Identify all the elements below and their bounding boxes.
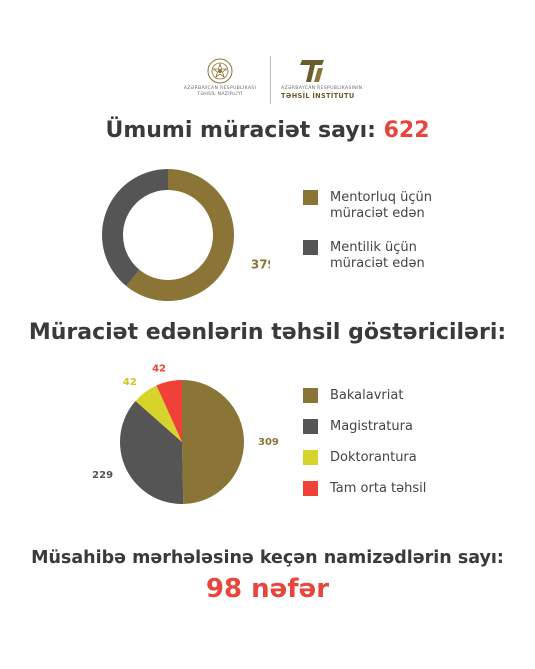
pie-legend-item-doktorantura: Doktorantura: [303, 450, 417, 466]
donut-legend-swatch: [303, 190, 318, 205]
pie-legend-label: Tam orta təhsil: [330, 481, 427, 496]
header: AZƏRBAYCAN RESPUBLİKASI TƏHSİL NAZİRLİYİ…: [0, 52, 535, 110]
ministry-logo: AZƏRBAYCAN RESPUBLİKASI TƏHSİL NAZİRLİYİ: [170, 52, 270, 108]
pie-legend: Bakalavriat Magistratura Doktorantura Tam o…: [303, 388, 523, 508]
donut-legend-swatch: [303, 240, 318, 255]
donut-label-mentorluq-ucun-muraci-t-ed-n: 379: [251, 258, 270, 272]
pie-slice-bakalavriat: [182, 380, 245, 504]
azerbaijan-emblem-icon: [207, 58, 233, 84]
donut-slice-mentilik-ucun-muraci-t-ed-n: [102, 169, 168, 287]
pie-legend-item-bakalavriat: Bakalavriat: [303, 388, 403, 404]
donut-chart: 379243: [102, 169, 270, 301]
education-indicators-title: Müraciət edənlərin təhsil göstəriciləri:: [28, 320, 507, 345]
pie-slice-tam-orta-t-hsil: [156, 380, 182, 442]
donut-legend-item-mentilik-ucun-muraci-t-ed-n: Mentilik üçün müraciət edən: [303, 240, 443, 272]
ministry-name-line1: AZƏRBAYCAN RESPUBLİKASI: [183, 86, 257, 91]
pie-slice-magistratura: [120, 401, 184, 504]
ministry-name-line2: TƏHSİL NAZİRLİYİ: [197, 91, 243, 97]
institute-logo: AZƏRBAYCAN RESPUBLİKASININ TƏHSİL İNSTİT…: [281, 52, 381, 108]
interview-stage-text: Müsahibə mərhələsinə keçən namizədlərin …: [31, 548, 504, 568]
pie-legend-label: Doktorantura: [330, 450, 417, 465]
total-applications-number: 622: [383, 118, 430, 143]
pie-slice-doktorantura: [135, 385, 182, 442]
pie-legend-swatch: [303, 419, 318, 434]
total-applications-label: Ümumi müraciət sayı:: [105, 118, 384, 143]
total-applications-title: Ümumi müraciət sayı: 622: [0, 118, 535, 143]
pie-legend-swatch: [303, 481, 318, 496]
pie-legend-swatch: [303, 388, 318, 403]
pie-label-doktorantura: 42: [123, 377, 137, 388]
pie-legend-item-magistratura: Magistratura: [303, 419, 413, 435]
interview-stage-count: 98 nəfər: [205, 574, 330, 604]
donut-legend: Mentorluq üçün müraciət edən Mentilik üçü…: [303, 190, 443, 280]
ti-logo-icon: [300, 60, 324, 82]
pie-legend-item-tam-orta-t-hsil: Tam orta təhsil: [303, 481, 426, 497]
pie-legend-label: Magistratura: [330, 419, 413, 434]
header-divider: [270, 56, 271, 104]
donut-legend-label: Mentorluq üçün müraciət edən: [330, 190, 432, 221]
donut-slice-mentorluq-ucun-muraci-t-ed-n: [126, 169, 234, 301]
pie-label-magistratura: 229: [92, 470, 113, 481]
donut-legend-item-mentorluq-ucun-muraci-t-ed-n: Mentorluq üçün müraciət edən: [303, 190, 443, 222]
pie-label-tam-orta-t-hsil: 42: [152, 364, 166, 375]
pie-label-bakalavriat: 309: [258, 437, 279, 448]
pie-chart: 309 229 42 42: [92, 364, 279, 504]
pie-legend-swatch: [303, 450, 318, 465]
donut-legend-label: Mentilik üçün müraciət edən: [330, 240, 425, 271]
institute-name-big: TƏHSİL İNSTİTUTU: [281, 91, 355, 100]
pie-legend-label: Bakalavriat: [330, 388, 404, 403]
institute-name-small: AZƏRBAYCAN RESPUBLİKASININ: [281, 86, 363, 91]
